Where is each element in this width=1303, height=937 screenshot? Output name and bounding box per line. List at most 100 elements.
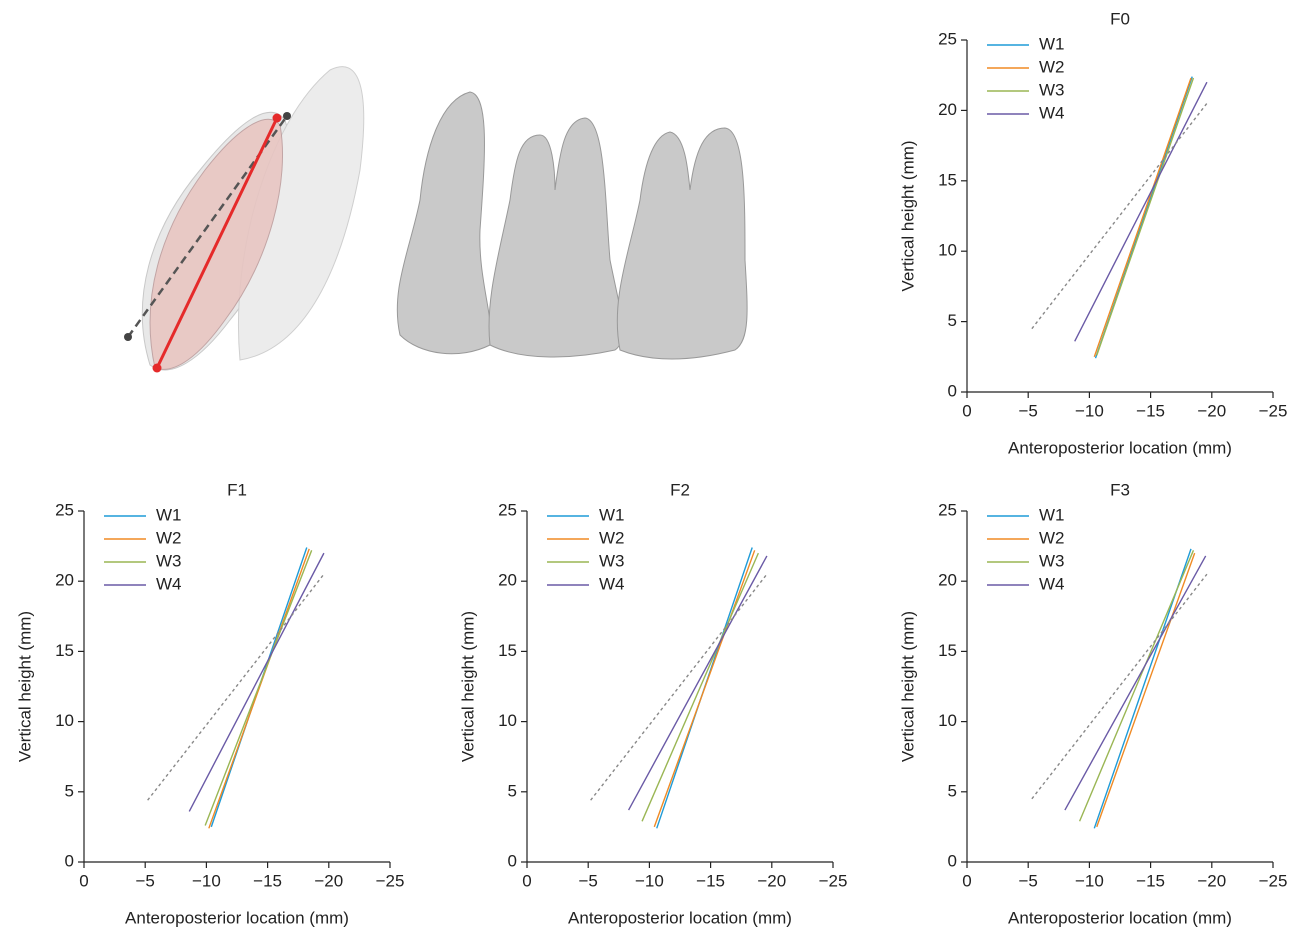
legend-label: W2	[1039, 57, 1065, 76]
x-axis-label: Anteroposterior location (mm)	[1008, 908, 1232, 927]
y-tick-label: 15	[938, 170, 957, 189]
legend-label: W3	[599, 551, 625, 570]
chart-title: F2	[670, 480, 690, 499]
x-axis-label: Anteroposterior location (mm)	[1008, 438, 1232, 457]
series-line	[204, 550, 313, 826]
x-tick-label: −25	[1259, 871, 1288, 890]
series-line	[1078, 550, 1195, 822]
x-tick-label: −10	[635, 871, 664, 890]
x-axis-label: Anteroposterior location (mm)	[125, 908, 349, 927]
y-tick-label: 10	[938, 241, 957, 260]
legend-label: W2	[1039, 528, 1065, 547]
point	[124, 333, 132, 341]
x-tick-label: −20	[314, 871, 343, 890]
x-tick-label: −15	[1136, 871, 1165, 890]
series-line	[1096, 77, 1195, 356]
legend-label: W4	[1039, 574, 1065, 593]
tooth-render	[124, 66, 748, 373]
y-tick-label: 10	[55, 711, 74, 730]
series-line	[1064, 555, 1207, 811]
tooth	[616, 127, 748, 360]
point	[283, 112, 291, 120]
x-tick-label: −20	[757, 871, 786, 890]
chart-title: F0	[1110, 9, 1130, 28]
y-tick-label: 10	[938, 711, 957, 730]
y-tick-label: 0	[508, 851, 517, 870]
y-tick-label: 15	[938, 641, 957, 660]
series-line	[641, 552, 759, 822]
y-axis-label: Vertical height (mm)	[898, 140, 917, 291]
series-line	[188, 552, 325, 812]
y-tick-label: 5	[65, 781, 74, 800]
y-tick-label: 20	[498, 571, 517, 590]
x-tick-label: 0	[79, 871, 88, 890]
y-tick-label: 20	[938, 100, 957, 119]
x-tick-label: −5	[579, 871, 598, 890]
x-tick-label: −20	[1197, 871, 1226, 890]
chart-title: F1	[227, 480, 247, 499]
x-tick-label: 0	[962, 401, 971, 420]
y-axis-label: Vertical height (mm)	[458, 611, 477, 762]
x-axis-label: Anteroposterior location (mm)	[568, 908, 792, 927]
series-line	[1031, 102, 1208, 330]
legend-label: W1	[1039, 505, 1065, 524]
legend-label: W2	[599, 528, 625, 547]
y-tick-label: 20	[938, 571, 957, 590]
x-tick-label: −20	[1197, 401, 1226, 420]
x-tick-label: −5	[136, 871, 155, 890]
legend-label: W2	[156, 528, 182, 547]
y-axis-label: Vertical height (mm)	[15, 611, 34, 762]
tooth	[396, 91, 492, 355]
y-tick-label: 5	[508, 781, 517, 800]
legend-label: W1	[599, 505, 625, 524]
legend-label: W1	[1039, 34, 1065, 53]
y-tick-label: 0	[948, 381, 957, 400]
series-line	[1093, 77, 1192, 358]
series-line	[1096, 552, 1196, 828]
x-tick-label: −10	[1075, 871, 1104, 890]
axis-line	[155, 117, 279, 369]
series-line	[653, 550, 756, 828]
tooth	[488, 117, 624, 358]
y-tick-label: 0	[65, 851, 74, 870]
y-tick-label: 20	[55, 571, 74, 590]
series-line	[1074, 81, 1208, 342]
y-tick-label: 25	[498, 500, 517, 519]
x-tick-label: −15	[696, 871, 725, 890]
y-tick-label: 5	[948, 781, 957, 800]
legend-label: W1	[156, 505, 182, 524]
y-tick-label: 25	[938, 29, 957, 48]
legend-label: W3	[1039, 80, 1065, 99]
x-tick-label: −15	[1136, 401, 1165, 420]
chart-title: F3	[1110, 480, 1130, 499]
x-tick-label: −15	[253, 871, 282, 890]
legend-label: W4	[599, 574, 625, 593]
x-tick-label: 0	[522, 871, 531, 890]
legend-label: W3	[1039, 551, 1065, 570]
series-line	[208, 548, 310, 829]
x-tick-label: −25	[819, 871, 848, 890]
x-tick-label: −5	[1019, 871, 1038, 890]
x-tick-label: 0	[962, 871, 971, 890]
y-axis-label: Vertical height (mm)	[898, 611, 917, 762]
x-tick-label: −5	[1019, 401, 1038, 420]
y-tick-label: 5	[948, 311, 957, 330]
x-tick-label: −25	[1259, 401, 1288, 420]
series-line	[590, 573, 768, 801]
legend-label: W3	[156, 551, 182, 570]
y-tick-label: 15	[498, 641, 517, 660]
series-line	[627, 555, 768, 811]
x-tick-label: −10	[192, 871, 221, 890]
y-tick-label: 15	[55, 641, 74, 660]
point	[152, 363, 162, 373]
y-tick-label: 25	[55, 500, 74, 519]
x-tick-label: −25	[376, 871, 405, 890]
series-line	[147, 573, 325, 801]
y-tick-label: 25	[938, 500, 957, 519]
y-tick-label: 0	[948, 851, 957, 870]
legend-label: W4	[1039, 103, 1065, 122]
y-tick-label: 10	[498, 711, 517, 730]
point	[272, 113, 282, 123]
x-tick-label: −10	[1075, 401, 1104, 420]
